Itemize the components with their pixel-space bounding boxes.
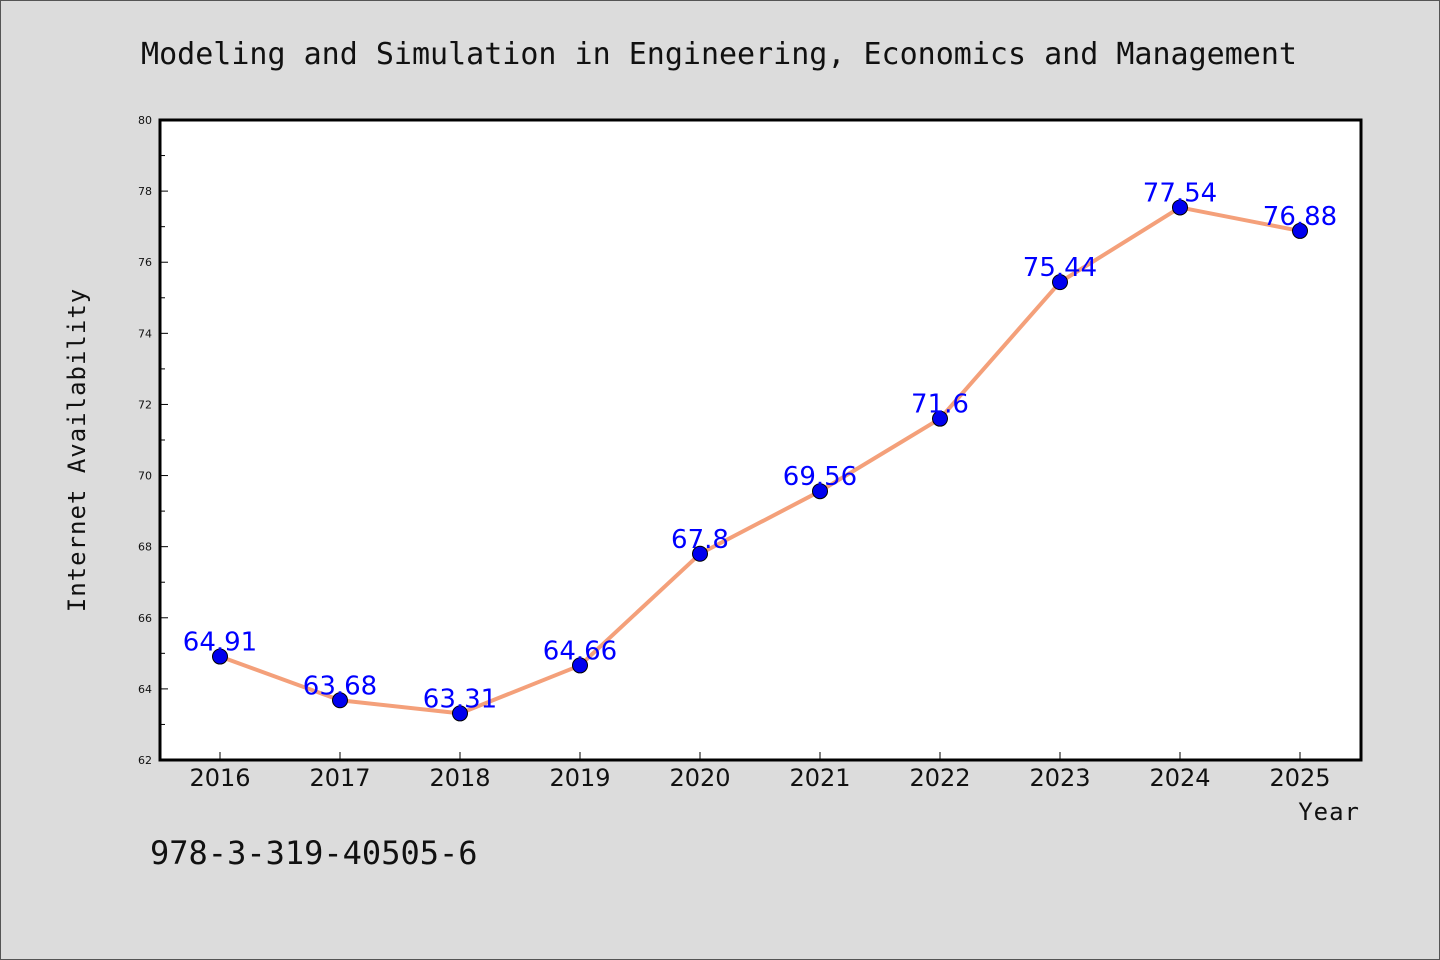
data-label: 77.54 [1143,178,1217,208]
data-label: 69.56 [783,462,857,492]
data-label: 64.91 [183,628,257,658]
x-tick-label: 2017 [309,764,370,792]
data-point [332,692,348,709]
x-tick-label: 2022 [909,764,970,792]
y-tick-label: 64 [138,683,152,696]
y-tick-label: 68 [138,541,152,554]
y-tick-label: 76 [138,256,152,269]
x-axis-label: Year [1298,798,1360,826]
data-label: 75.44 [1023,253,1097,283]
x-axis: 2016 2017 2018 2019 2020 2021 2022 2023 2024 2025 [189,752,1331,792]
data-label: 63.68 [303,671,377,701]
data-point [812,483,828,500]
data-point [572,657,588,674]
x-tick-label: 2021 [789,764,850,792]
y-tick-label: 66 [138,612,152,625]
data-point [1292,222,1308,239]
x-tick-label: 2023 [1029,764,1090,792]
data-label: 63.31 [423,684,497,714]
data-point [692,545,708,562]
x-tick-label: 2024 [1149,764,1210,792]
y-tick-label: 80 [138,114,152,127]
data-label: 67.8 [671,525,729,555]
data-label: 76.88 [1263,202,1337,232]
y-tick-label: 70 [138,470,152,483]
plot-area [158,118,1363,762]
series-line [219,205,1301,716]
y-axis: 62 64 66 68 70 72 74 76 78 80 [138,114,168,767]
y-tick-label: 62 [138,754,152,767]
data-point [932,410,948,427]
data-point [1052,274,1068,291]
y-tick-label: 74 [138,327,152,340]
x-tick-label: 2020 [669,764,730,792]
isbn-text: 978-3-319-40505-6 [150,834,478,872]
chart-title: Modeling and Simulation in Engineering, … [141,37,1297,72]
data-point [452,705,468,722]
y-tick-label: 78 [138,185,152,198]
data-label: 64.66 [543,636,617,666]
y-tick-label: 72 [138,398,152,411]
data-point [212,648,228,665]
data-point [1172,199,1188,216]
x-tick-label: 2025 [1269,764,1330,792]
series-group: 64.91 63.68 63.31 64.66 67.8 69.56 71.6 75.44 77… [183,178,1337,722]
data-label: 71.6 [911,390,969,420]
x-tick-label: 2016 [189,764,250,792]
y-axis-label: Internet Availability [63,288,91,612]
x-tick-label: 2018 [429,764,490,792]
x-tick-label: 2019 [549,764,610,792]
